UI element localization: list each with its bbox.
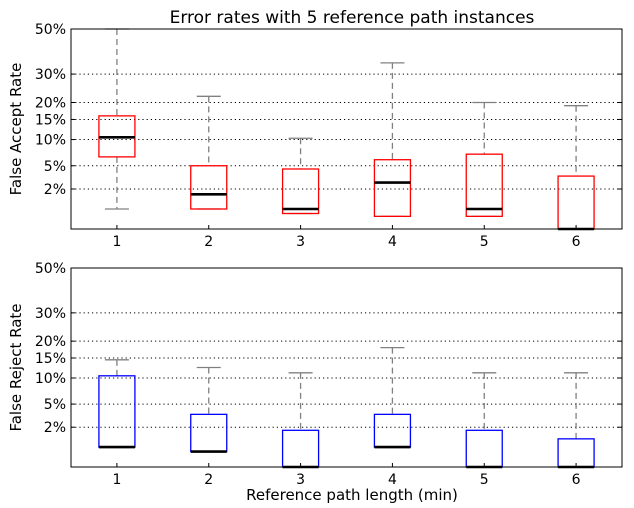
chart-title: Error rates with 5 reference path instan… [170, 8, 535, 28]
box [281, 429, 320, 468]
y-tick-label: 50% [35, 22, 66, 38]
box [465, 429, 503, 468]
false-accept-panel: 2% 5% 10% 15%20% 30% 50% 1 2 3 4 5 6 False Accept Ra… [7, 22, 623, 250]
x-tick-label: 1 [112, 234, 121, 250]
x-tick-label: 4 [388, 234, 397, 250]
x-tick-label: 5 [480, 234, 489, 250]
box [281, 168, 320, 215]
x-tick-label: 6 [572, 234, 581, 250]
y-tick-label: 15% [35, 351, 66, 367]
y-axis-label: False Reject Rate [7, 303, 25, 431]
y-axis-label: False Accept Rate [7, 63, 25, 196]
box [557, 175, 595, 230]
box [373, 413, 412, 448]
x-tick-label: 3 [296, 472, 305, 488]
box [190, 165, 228, 210]
box [557, 438, 595, 468]
y-tick-label: 2% [44, 420, 66, 436]
plot-frame [70, 28, 623, 230]
y-tick-label: 30% [35, 67, 66, 83]
x-tick-label: 4 [388, 472, 397, 488]
y-tick-label: 20% [35, 334, 66, 350]
y-tick-label: 10% [35, 133, 66, 149]
x-tick-label: 2 [204, 234, 213, 250]
y-tick-label: 30% [35, 306, 66, 322]
plot-frame [70, 267, 623, 468]
y-tick-label: 20% [35, 96, 66, 112]
x-tick-label: 1 [112, 472, 121, 488]
y-tick-label: 15% [35, 112, 66, 128]
box [98, 375, 136, 448]
box [373, 159, 412, 218]
x-tick-label: 6 [572, 472, 581, 488]
y-tick-label: 10% [35, 371, 66, 387]
box [465, 153, 503, 218]
false-reject-panel: 2% 5% 10% 15%20% 30% 50% 1 2 3 4 5 6 False Reject Ra… [7, 261, 623, 488]
y-tick-label: 5% [44, 397, 66, 413]
y-tick-label: 50% [35, 261, 66, 277]
x-tick-label: 3 [296, 234, 305, 250]
x-axis-label: Reference path length (min) [246, 486, 458, 504]
y-tick-label: 5% [44, 159, 66, 175]
y-tick-label: 2% [44, 182, 66, 198]
x-tick-label: 5 [480, 472, 489, 488]
x-tick-label: 2 [204, 472, 213, 488]
box [190, 413, 228, 453]
